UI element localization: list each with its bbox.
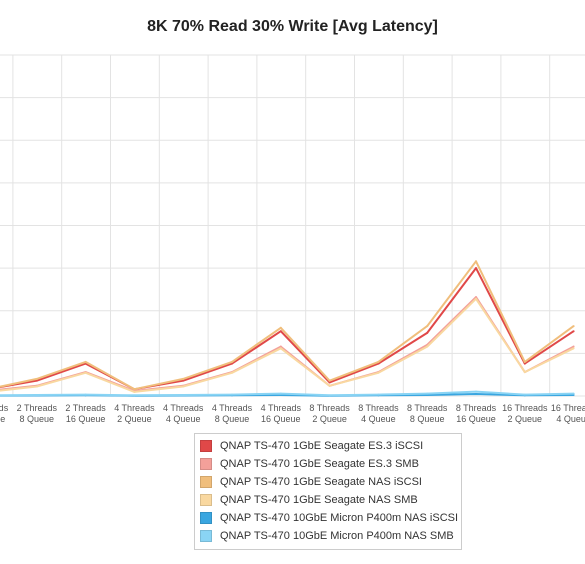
data-point [475,296,477,299]
x-tick-label: 8 Queue [20,414,55,424]
legend-label: QNAP TS-470 10GbE Micron P400m NAS SMB [220,530,454,542]
data-point [426,345,429,348]
x-tick-label: 16 Queue [261,414,301,424]
legend-item[interactable]: QNAP TS-470 1GbE Seagate NAS SMB [195,491,461,509]
x-tick-label: 4 Queue [0,414,5,424]
x-tick-label: 2 Queue [312,414,347,424]
series-line [0,297,575,393]
legend-label: QNAP TS-470 1GbE Seagate NAS iSCSI [220,476,422,488]
data-point [475,267,477,270]
legend-item[interactable]: QNAP TS-470 1GbE Seagate NAS iSCSI [195,473,461,491]
data-point [182,379,185,382]
data-point [572,330,575,333]
data-point [182,393,185,396]
data-point [279,326,282,329]
legend-label: QNAP TS-470 1GbE Seagate ES.3 SMB [220,458,419,470]
data-point [475,260,477,263]
data-point [523,393,526,396]
data-point [475,297,477,300]
data-point [279,347,282,350]
x-tick-label: 8 Threads [456,403,497,413]
data-point [133,390,136,393]
data-point [426,331,429,334]
x-tick-label: 8 Threads [407,403,448,413]
data-point [475,390,477,393]
x-tick-label: 4 Queue [166,414,201,424]
legend-label: QNAP TS-470 10GbE Micron P400m NAS iSCSI [220,512,459,524]
x-tick-label: 4 Queue [361,414,396,424]
x-tick-label: 4 Queue [556,414,585,424]
x-tick-label: 2 Queue [117,414,152,424]
series-lines [0,260,575,397]
x-tick-label: 2 Threads [65,403,106,413]
data-point [231,371,233,374]
data-point [328,381,331,384]
x-tick-label: 16 Threads [502,403,548,413]
x-tick-label: 16 Queue [66,414,106,424]
data-point [328,379,331,382]
legend-swatch [200,440,212,452]
data-point [35,377,38,380]
data-point [523,371,526,374]
x-tick-label: 4 Threads [261,403,302,413]
legend-item[interactable]: QNAP TS-470 10GbE Micron P400m NAS SMB [195,527,461,545]
data-point [35,379,38,382]
data-point [523,362,526,365]
legend-swatch [200,512,212,524]
x-tick-label: 2 Threads [17,403,58,413]
data-point [377,393,380,396]
data-point [231,360,233,363]
data-point [426,392,429,395]
data-point [572,347,575,350]
legend-swatch [200,494,212,506]
legend-item[interactable]: QNAP TS-470 10GbE Micron P400m NAS iSCSI [195,509,461,527]
data-point [572,325,575,328]
legend-swatch [200,476,212,488]
data-point [523,360,526,363]
data-point [426,325,429,328]
series-line [0,260,575,391]
x-tick-label: 8 Threads [309,403,350,413]
legend-item[interactable]: QNAP TS-470 1GbE Seagate ES.3 SMB [195,455,461,473]
legend-item[interactable]: QNAP TS-470 1GbE Seagate ES.3 iSCSI [195,437,461,455]
x-tick-label: 8 Queue [410,414,445,424]
data-point [377,371,380,374]
data-point [84,393,87,396]
data-point [328,394,331,397]
data-point [279,392,282,395]
data-point [35,385,38,388]
data-point [133,394,136,397]
legend-label: QNAP TS-470 1GbE Seagate NAS SMB [220,494,418,506]
x-tick-label: 2 Queue [508,414,543,424]
data-point [182,377,185,380]
data-point [572,345,575,348]
data-point [231,393,233,396]
data-point [572,392,575,395]
data-point [182,385,185,388]
x-tick-label: 8 Queue [215,414,250,424]
x-tick-label: 4 Threads [114,403,155,413]
chart-legend: QNAP TS-470 1GbE Seagate ES.3 iSCSI QNAP … [194,433,462,550]
data-point [475,392,477,395]
data-point [84,360,87,363]
x-tick-label: 4 Threads [212,403,253,413]
chart-title: 8K 70% Read 30% Write [Avg Latency] [147,18,438,35]
x-tick-label: 8 Threads [358,403,399,413]
data-point [35,393,38,396]
x-tick-label: 4 Threads [163,403,204,413]
legend-swatch [200,458,212,470]
data-point [377,360,380,363]
x-tick-label: 16 Queue [456,414,496,424]
data-point [279,345,282,348]
x-tick-label: 16 Threads [551,403,585,413]
legend-swatch [200,530,212,542]
data-point [328,384,331,387]
data-point [84,371,87,374]
legend-label: QNAP TS-470 1GbE Seagate ES.3 iSCSI [220,440,424,452]
x-tick-label: 2 Threads [0,403,9,413]
data-point [279,330,282,333]
data-point [133,388,136,391]
